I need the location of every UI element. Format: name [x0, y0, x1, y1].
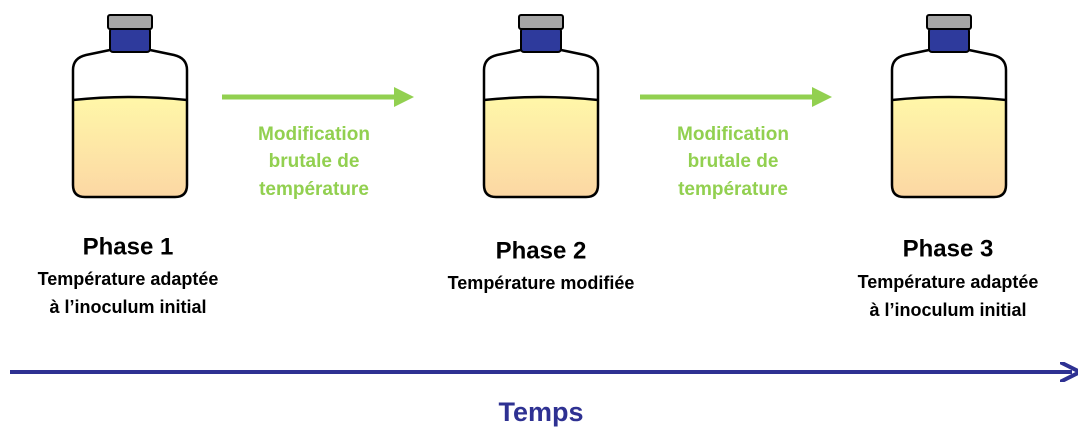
transition-label: brutale de [688, 151, 779, 172]
phase-title: Phase 2 [496, 237, 587, 264]
transition-label: brutale de [269, 151, 360, 172]
phase-subtitle: Température modifiée [448, 273, 635, 293]
bottle [890, 13, 1008, 199]
axis-label: Temps [498, 397, 583, 427]
bottle [482, 13, 600, 199]
phase-title: Phase 3 [903, 235, 994, 262]
phase-subtitle: Température adaptée [858, 272, 1039, 292]
phase-subtitle: Température adaptée [38, 269, 219, 289]
transition-label: Modification [258, 124, 370, 145]
phase-subtitle: à l’inoculum initial [49, 297, 206, 317]
bottle [71, 13, 189, 199]
phase-title: Phase 1 [83, 233, 174, 260]
phase-subtitle: à l’inoculum initial [869, 300, 1026, 320]
transition-label: température [678, 179, 788, 200]
transition-label: température [259, 179, 369, 200]
transition-label: Modification [677, 124, 789, 145]
